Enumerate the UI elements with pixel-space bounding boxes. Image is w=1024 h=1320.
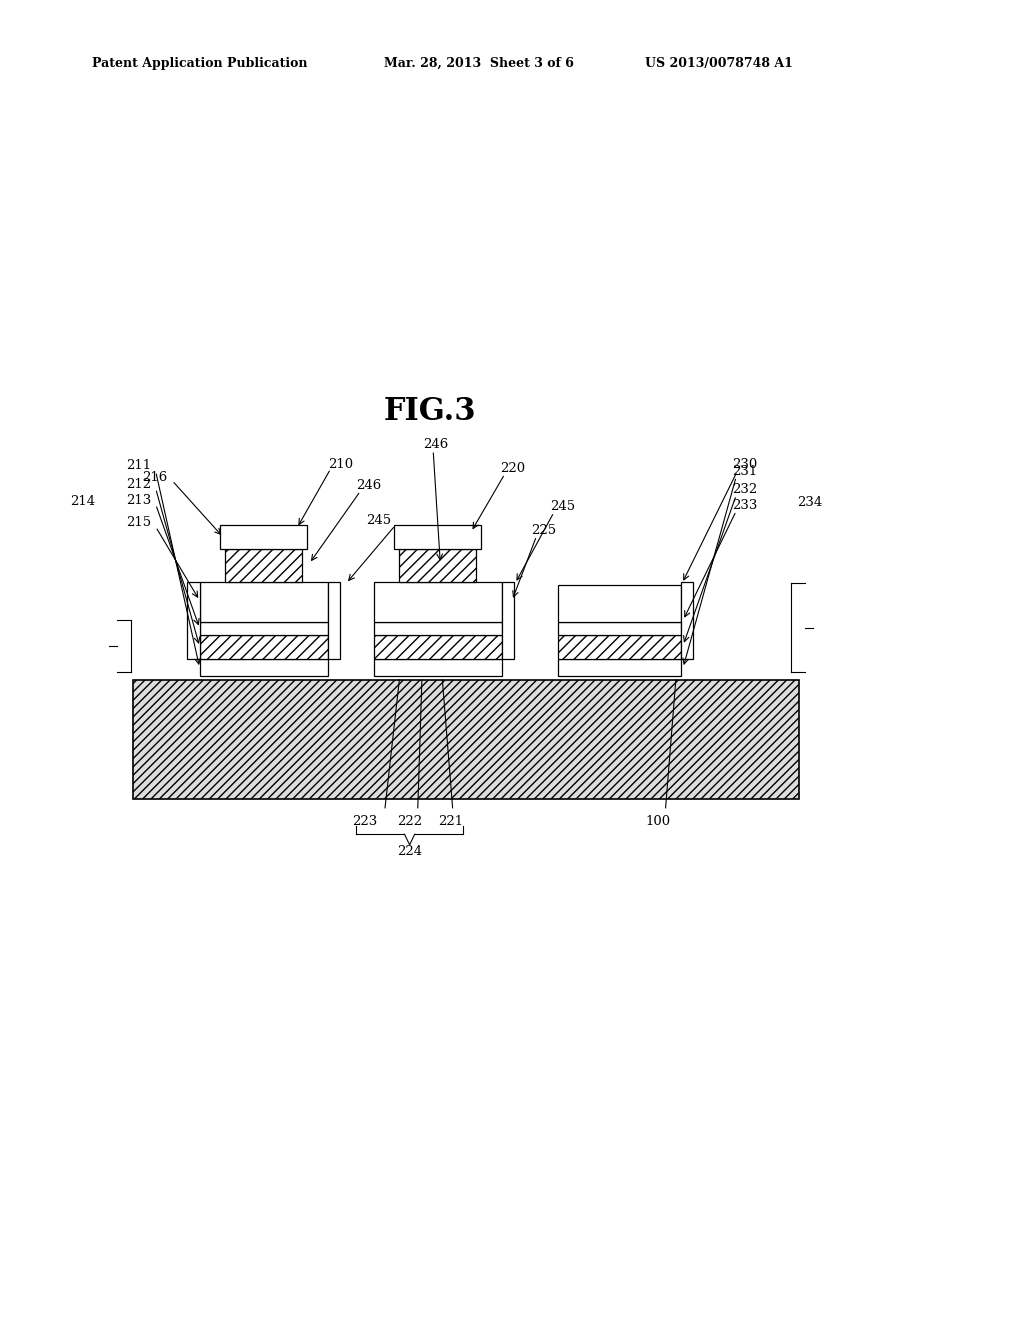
Text: 221: 221: [438, 814, 463, 828]
Bar: [399, 549, 476, 582]
Bar: [200, 622, 328, 635]
Bar: [200, 659, 328, 676]
Text: 213: 213: [126, 494, 152, 507]
Text: 230: 230: [732, 458, 758, 471]
Bar: [558, 635, 681, 659]
Bar: [681, 582, 693, 659]
Bar: [394, 525, 481, 549]
Bar: [558, 659, 681, 676]
Bar: [558, 622, 681, 635]
Bar: [374, 659, 502, 676]
Text: 234: 234: [797, 496, 822, 510]
Text: 216: 216: [141, 471, 167, 484]
Text: 231: 231: [732, 465, 758, 478]
Text: 223: 223: [352, 814, 377, 828]
Text: 246: 246: [423, 438, 449, 451]
Text: 211: 211: [126, 459, 152, 473]
Bar: [328, 582, 340, 659]
Text: Mar. 28, 2013  Sheet 3 of 6: Mar. 28, 2013 Sheet 3 of 6: [384, 57, 573, 70]
Bar: [225, 549, 302, 582]
Bar: [374, 582, 502, 622]
Text: 224: 224: [397, 845, 422, 858]
Text: US 2013/0078748 A1: US 2013/0078748 A1: [645, 57, 793, 70]
Bar: [187, 582, 200, 659]
Bar: [374, 622, 502, 635]
Text: 245: 245: [366, 513, 391, 527]
Text: 245: 245: [550, 500, 575, 513]
Bar: [200, 582, 328, 622]
Text: 212: 212: [126, 478, 152, 491]
Text: 233: 233: [732, 499, 758, 512]
Text: FIG.3: FIG.3: [384, 396, 476, 426]
Text: 100: 100: [645, 814, 671, 828]
Text: 225: 225: [531, 524, 557, 537]
Bar: [558, 585, 681, 622]
Text: 222: 222: [397, 814, 422, 828]
Text: 246: 246: [356, 479, 382, 492]
Bar: [133, 680, 799, 799]
Bar: [200, 635, 328, 659]
Bar: [374, 635, 502, 659]
Bar: [220, 525, 307, 549]
Text: 215: 215: [126, 516, 152, 529]
Text: 210: 210: [328, 458, 353, 471]
Text: Patent Application Publication: Patent Application Publication: [92, 57, 307, 70]
Bar: [502, 582, 514, 659]
Text: 214: 214: [70, 495, 95, 508]
Text: 220: 220: [500, 462, 525, 475]
Text: 232: 232: [732, 483, 758, 496]
